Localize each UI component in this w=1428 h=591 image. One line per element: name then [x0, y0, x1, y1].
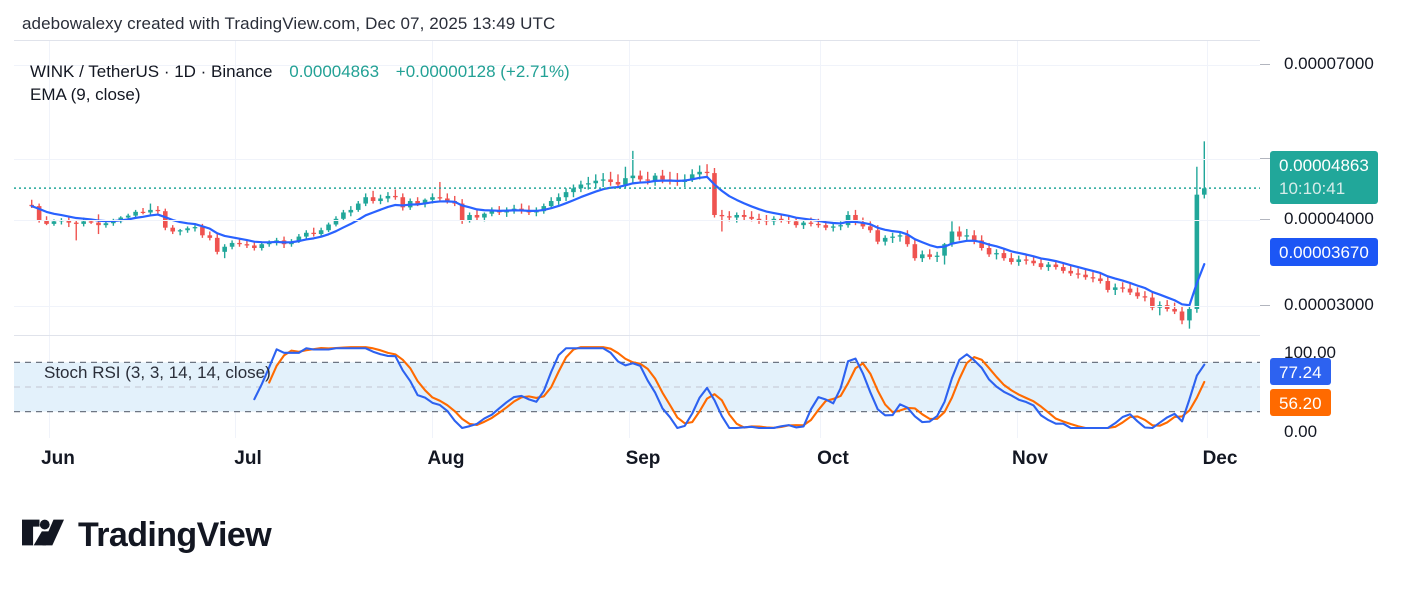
pane-separator: [14, 335, 1260, 336]
gridline-vertical: [629, 41, 630, 438]
time-axis-label: Sep: [625, 448, 661, 469]
current-price-badge[interactable]: 0.00004863 10:10:41: [1270, 151, 1378, 204]
legend-stoch-rsi: Stoch RSI (3, 3, 14, 14, close): [44, 363, 271, 382]
time-axis-label: Aug: [427, 448, 465, 469]
current-price-value: 0.00004863: [1279, 156, 1369, 175]
price-axis-tick: 0.00004000: [1284, 209, 1374, 228]
gridline-horizontal: [14, 65, 1260, 66]
stoch-rsi-pane[interactable]: Stoch RSI (3, 3, 14, 14, close): [14, 336, 1260, 438]
stoch-d-badge[interactable]: 56.20: [1270, 389, 1331, 416]
footer: TradingView: [22, 516, 272, 555]
gridline-vertical: [1017, 41, 1018, 438]
time-axis-label: Oct: [817, 448, 849, 469]
axis-tick-mark: [1260, 305, 1270, 306]
price-pane[interactable]: WINK / TetherUS · 1D · Binance 0.0000486…: [14, 41, 1260, 335]
gridline-vertical: [432, 41, 433, 438]
price-axis[interactable]: 0.00007000 0.00005000 0.00004000 0.00003…: [1260, 40, 1414, 441]
tradingview-logo-icon: [22, 519, 64, 553]
price-axis-tick: 0.00007000: [1284, 54, 1374, 73]
gridline-horizontal: [14, 159, 1260, 160]
time-axis-label: Dec: [1202, 448, 1238, 469]
price-axis-tick: 0.00003000: [1284, 295, 1374, 314]
axis-tick-mark: [1260, 64, 1270, 65]
tradingview-wordmark: TradingView: [78, 516, 272, 554]
stoch-axis-tick: 100.00: [1284, 343, 1336, 362]
axis-tick-mark: [1260, 219, 1270, 220]
candlestick-series: [14, 141, 1260, 329]
attribution-text: adebowalexy created with TradingView.com…: [22, 14, 556, 33]
axis-tick-mark: [1260, 158, 1270, 159]
current-price-time: 10:10:41: [1279, 179, 1346, 198]
gridline-horizontal: [14, 306, 1260, 307]
time-axis[interactable]: Jun Jul Aug Sep Oct Nov Dec: [14, 440, 1260, 480]
gridline-vertical: [49, 41, 50, 438]
time-axis-label: Nov: [1012, 448, 1048, 469]
gridline-horizontal: [14, 220, 1260, 221]
chart-plot-area[interactable]: WINK / TetherUS · 1D · Binance 0.0000486…: [14, 40, 1260, 438]
gridline-vertical: [1207, 41, 1208, 438]
stoch-rsi-series: [14, 346, 1260, 430]
ema-value-badge[interactable]: 0.00003670: [1270, 238, 1378, 266]
stoch-k-badge[interactable]: 77.24: [1270, 358, 1331, 385]
gridline-vertical: [235, 41, 236, 438]
gridline-vertical: [820, 41, 821, 438]
time-axis-label: Jul: [234, 448, 262, 469]
time-axis-label: Jun: [41, 448, 75, 469]
stoch-axis-tick: 0.00: [1284, 422, 1318, 441]
chart-frame: WINK / TetherUS · 1D · Binance 0.0000486…: [14, 40, 1414, 441]
